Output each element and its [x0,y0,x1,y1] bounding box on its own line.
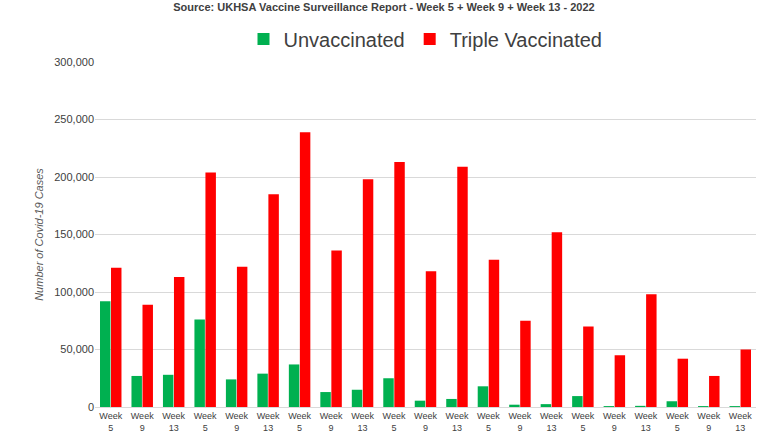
svg-text:Week13: Week13 [162,411,185,433]
svg-text:Week9: Week9 [509,411,532,433]
svg-text:Week5: Week5 [477,411,500,433]
svg-text:Unvaccinated: Unvaccinated [284,29,405,51]
svg-text:250,000: 250,000 [54,113,94,125]
svg-text:50,000: 50,000 [60,343,94,355]
svg-text:Week5: Week5 [288,411,311,433]
svg-text:Week9: Week9 [320,411,343,433]
svg-text:Week9: Week9 [131,411,154,433]
svg-text:Week5: Week5 [666,411,689,433]
svg-text:Week13: Week13 [257,411,280,433]
svg-text:Week13: Week13 [446,411,469,433]
svg-text:Source: UKHSA Vaccine Surveill: Source: UKHSA Vaccine Surveillance Repor… [173,1,594,13]
svg-text:150,000: 150,000 [54,228,94,240]
svg-text:Triple Vaccinated: Triple Vaccinated [450,29,602,51]
svg-text:Week13: Week13 [729,411,752,433]
svg-text:0: 0 [88,401,94,413]
svg-text:200,000: 200,000 [54,171,94,183]
svg-text:Week5: Week5 [383,411,406,433]
svg-text:Week13: Week13 [351,411,374,433]
svg-text:Week13: Week13 [540,411,563,433]
svg-text:100,000: 100,000 [54,286,94,298]
svg-text:Number of Covid-19 Cases: Number of Covid-19 Cases [33,168,45,301]
svg-text:Week9: Week9 [225,411,248,433]
svg-text:Week9: Week9 [697,411,720,433]
svg-text:Week9: Week9 [414,411,437,433]
svg-text:Week5: Week5 [194,411,217,433]
svg-text:300,000: 300,000 [54,56,94,68]
svg-text:Week13: Week13 [634,411,657,433]
svg-text:Week9: Week9 [603,411,626,433]
svg-text:Week5: Week5 [99,411,122,433]
svg-text:Week5: Week5 [571,411,594,433]
